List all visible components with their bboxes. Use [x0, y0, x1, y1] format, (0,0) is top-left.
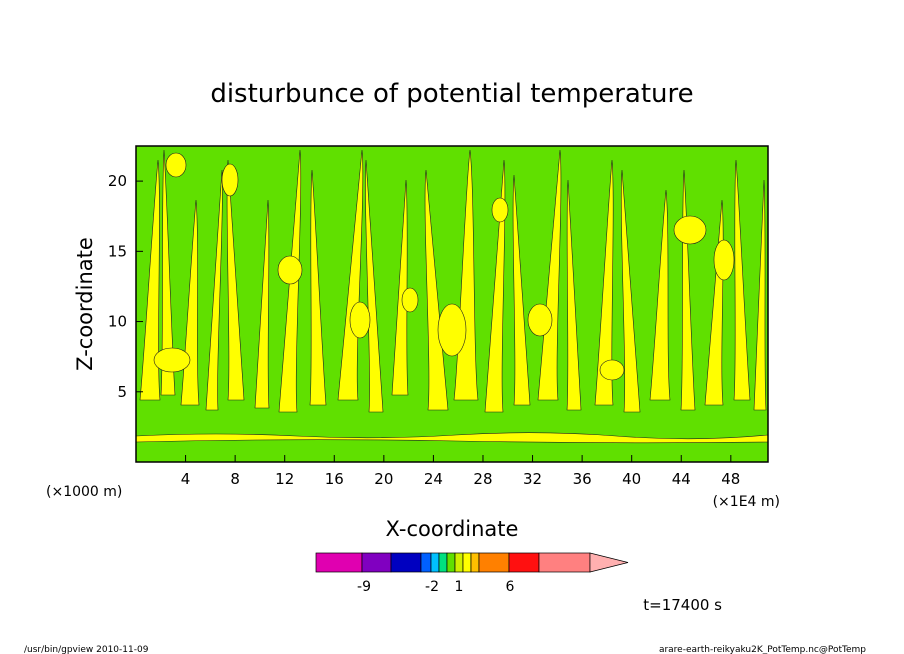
- x-tick-label: 32: [523, 470, 542, 488]
- x-tick-label: 48: [721, 470, 740, 488]
- colorbar-extend-arrow: [589, 552, 629, 573]
- x-tick-label: 28: [473, 470, 492, 488]
- colorbar-swatch: [462, 552, 472, 573]
- x-unit-right: (×1E4 m): [713, 494, 780, 510]
- lower-contour-layer: [135, 432, 769, 444]
- yellow-contour-bands: [135, 149, 769, 444]
- contour-band: [620, 169, 641, 413]
- x-tick-label: 12: [275, 470, 294, 488]
- colorbar-swatch: [446, 552, 456, 573]
- footer-right: arare-earth-reikyaku2K_PotTemp.nc@PotTem…: [659, 645, 866, 654]
- contour-band: [337, 149, 364, 401]
- contour-band: [160, 149, 176, 396]
- colorbar-tick-label: 1: [455, 579, 464, 595]
- x-tick-label: 36: [573, 470, 592, 488]
- colorbar: [315, 552, 629, 573]
- plot-frame: [135, 145, 769, 463]
- x-tick-label: 44: [672, 470, 691, 488]
- contour-patch: [165, 152, 187, 178]
- colorbar-swatch: [478, 552, 510, 573]
- contour-band: [139, 159, 161, 401]
- y-axis-ticks: 5 10 15 20: [108, 172, 143, 401]
- x-tick-label: 40: [622, 470, 641, 488]
- colorbar-swatch: [390, 552, 422, 573]
- colorbar-tick-label: -9: [357, 579, 371, 595]
- contour-patch: [599, 359, 625, 381]
- y-tick-label: 20: [108, 172, 127, 190]
- contour-band: [424, 169, 449, 411]
- contour-patch: [153, 347, 191, 373]
- contour-patch: [401, 287, 419, 313]
- contour-band: [391, 179, 409, 396]
- plot-area: [135, 145, 769, 463]
- contour-band: [226, 159, 245, 401]
- y-tick-label: 15: [108, 242, 127, 260]
- colorbar-swatch: [508, 552, 540, 573]
- colorbar-swatch: [538, 552, 591, 573]
- colorbar-swatch: [315, 552, 363, 573]
- colorbar-tick-label: 6: [506, 579, 515, 595]
- y-axis-label: Z-coordinate: [73, 237, 97, 371]
- contour-band: [649, 189, 671, 401]
- colorbar-swatch: [361, 552, 392, 573]
- y-tick-label: 10: [108, 313, 127, 331]
- colorbar-tick-labels: -9 -2 1 6: [357, 579, 515, 595]
- x-tick-label: 16: [325, 470, 344, 488]
- footer-left: /usr/bin/gpview 2010-11-09: [24, 645, 149, 654]
- contour-patch: [673, 215, 707, 245]
- contour-patch: [491, 197, 509, 223]
- x-tick-label: 4: [181, 470, 191, 488]
- colorbar-swatch: [438, 552, 448, 573]
- contour-band: [594, 159, 614, 406]
- colorbar-swatch: [454, 552, 464, 573]
- x-tick-label: 8: [230, 470, 240, 488]
- contour-band: [512, 174, 531, 406]
- contour-band: [309, 169, 327, 406]
- contour-band: [484, 159, 506, 413]
- contour-patch: [221, 163, 239, 197]
- contour-patch: [277, 255, 303, 285]
- chart-title: disturbunce of potential temperature: [210, 79, 693, 109]
- x-unit-left: (×1000 m): [46, 484, 122, 500]
- x-axis-ticks: 4 8 12 16 20 24 28 32 36 40 44 48: [181, 455, 740, 488]
- x-tick-label: 24: [424, 470, 443, 488]
- contour-band: [365, 159, 384, 413]
- contour-patch: [527, 303, 553, 337]
- contour-band: [753, 179, 767, 411]
- contour-band: [205, 169, 223, 411]
- colorbar-swatch: [420, 552, 432, 573]
- colorbar-tick-label: -2: [425, 579, 439, 595]
- colorbar-swatch: [430, 552, 440, 573]
- y-tick-label: 5: [117, 383, 127, 401]
- contour-band: [733, 159, 751, 401]
- contour-patch: [437, 303, 467, 357]
- contour-patch: [349, 301, 371, 339]
- contour-band: [254, 199, 270, 409]
- contour-band: [566, 179, 582, 411]
- time-label: t=17400 s: [643, 596, 722, 614]
- contour-patch: [713, 239, 735, 281]
- x-tick-label: 20: [374, 470, 393, 488]
- x-axis-label: X-coordinate: [386, 517, 519, 541]
- colorbar-swatch: [470, 552, 480, 573]
